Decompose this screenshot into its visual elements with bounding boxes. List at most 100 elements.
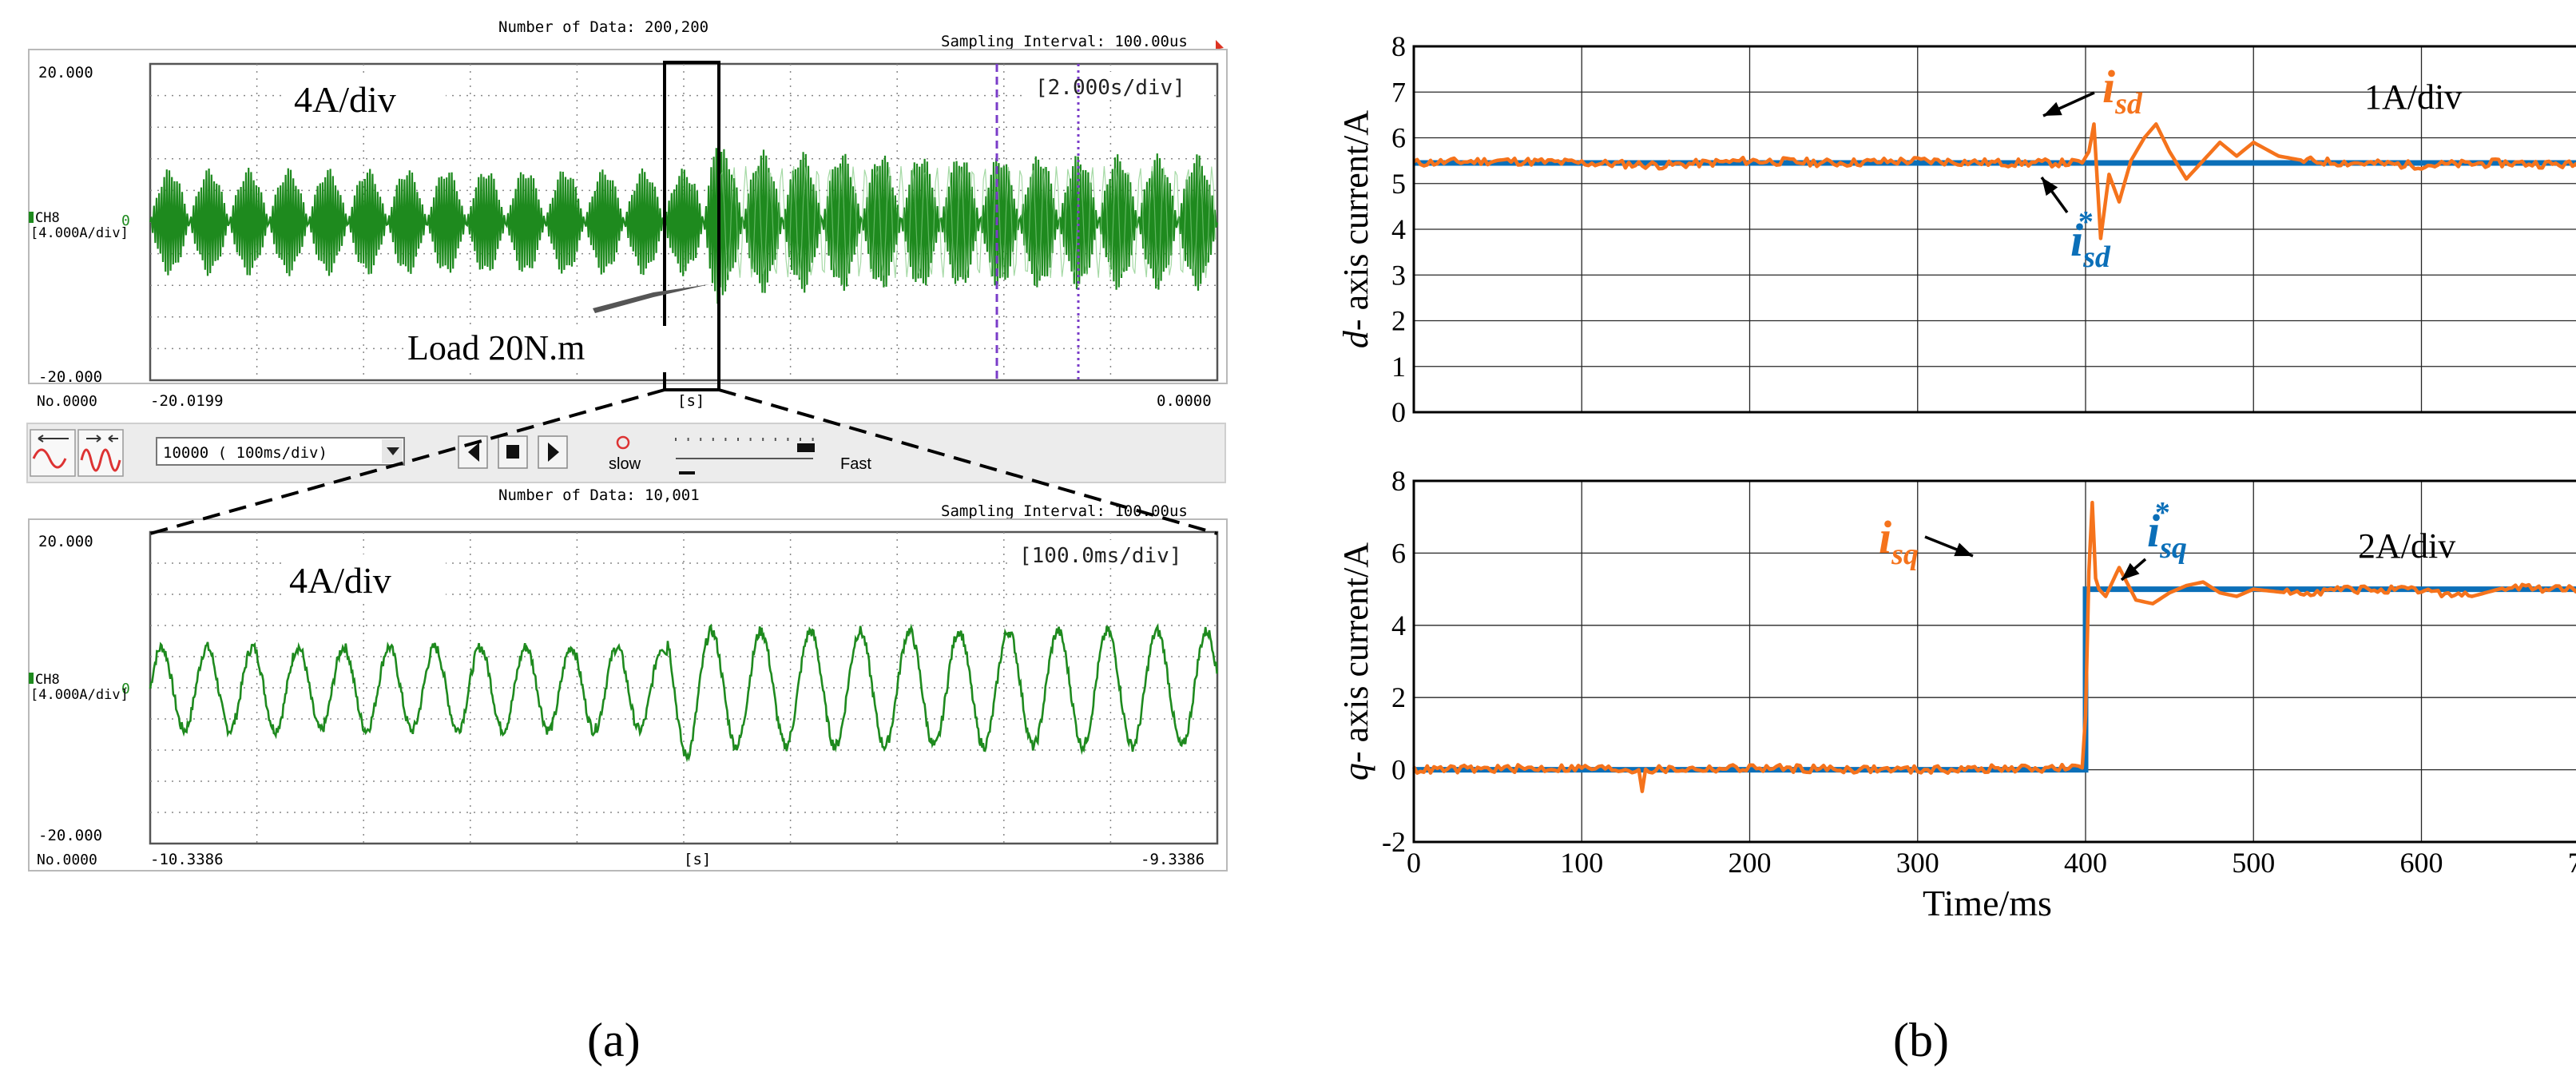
load-annotation-box xyxy=(403,326,671,372)
top-ymin-label: -20.000 xyxy=(38,368,102,386)
top-x-unit: [s] xyxy=(677,392,705,410)
speed-slider-thumb[interactable] xyxy=(797,443,815,452)
annotation-label: isq* xyxy=(2147,496,2187,565)
div-label: 2A/div xyxy=(2358,526,2455,566)
sine-icon-2 xyxy=(80,448,121,472)
chevron-down-icon xyxy=(387,447,399,455)
y-tick-label: 2 xyxy=(1391,305,1406,337)
y-tick-label: 8 xyxy=(1391,465,1406,497)
bottom-ymax-label: 20.000 xyxy=(38,533,93,550)
load-arrow-icon xyxy=(593,284,709,313)
y-tick-label: 4 xyxy=(1391,609,1406,641)
waveform-mode-button-1[interactable] xyxy=(30,429,76,477)
fast-label: Fast xyxy=(840,455,871,473)
d-axis-plot: 0 1 2 3 4 5 6 7 8 d- axis current/A 1A/div isd isd* xyxy=(1336,30,2576,428)
bottom-channel-marker-icon xyxy=(29,673,34,684)
q-axis-plot: -2024680100200300400500600700800q- axis … xyxy=(1336,465,2576,879)
top-no-label: No.0000 xyxy=(37,393,97,410)
bottom-x-start: -10.3386 xyxy=(150,851,224,868)
y-tick-label: 6 xyxy=(1391,122,1406,154)
top-amp-div: 4A/div xyxy=(294,79,396,120)
bottom-zero-label: 0 xyxy=(121,681,130,697)
timebase-select[interactable] xyxy=(156,437,405,466)
play-forward-icon xyxy=(548,443,559,462)
slow-label: slow xyxy=(609,455,641,473)
y-tick-label: -2 xyxy=(1382,826,1406,858)
bottom-amp-div-box xyxy=(281,554,446,602)
y-tick-label: 0 xyxy=(1391,396,1406,428)
series-line-measured xyxy=(1412,500,2576,793)
top-channel-scale: [4.000A/div] xyxy=(30,225,129,241)
bottom-time-div-box xyxy=(1013,540,1214,567)
bottom-ymin-label: -20.000 xyxy=(38,827,102,844)
y-tick-label: 3 xyxy=(1391,259,1406,291)
top-sampling-interval: Sampling Interval: 100.00us xyxy=(941,33,1188,50)
play-backward-icon xyxy=(468,443,479,462)
annotation-arrowhead-icon xyxy=(2043,101,2062,116)
annotation-label: isd xyxy=(2102,61,2143,121)
bottom-channel-scale: [4.000A/div] xyxy=(30,687,129,703)
caption-a: (a) xyxy=(587,1014,641,1066)
load-annotation: Load 20N.m xyxy=(407,328,585,367)
x-tick-label: 600 xyxy=(2400,847,2443,879)
bottom-channel-name: CH8 xyxy=(35,672,60,688)
y-tick-label: 5 xyxy=(1391,168,1406,200)
bottom-time-div: [100.0ms/div] xyxy=(1019,544,1182,568)
bottom-no-label: No.0000 xyxy=(37,852,97,868)
x-tick-label: 400 xyxy=(2064,847,2107,879)
corner-marker-icon xyxy=(1216,40,1224,50)
y-tick-label: 4 xyxy=(1391,213,1406,245)
y-tick-label: 0 xyxy=(1391,754,1406,786)
y-axis-title: d- axis current/A xyxy=(1336,110,1375,348)
y-axis-title: q- axis current/A xyxy=(1336,542,1375,780)
waveform-mode-button-2[interactable] xyxy=(77,429,124,477)
top-channel-name: CH8 xyxy=(35,210,60,226)
y-tick-label: 8 xyxy=(1391,30,1406,62)
top-number-of-data: Number of Data: 200,200 xyxy=(498,18,708,36)
top-ymax-label: 20.000 xyxy=(38,64,93,81)
top-amp-div-box xyxy=(281,75,446,125)
plot-frame xyxy=(1412,479,2576,844)
annotation-arrowhead-icon xyxy=(1954,542,1973,557)
plot-background xyxy=(1414,481,2576,842)
speed-slider-ticks xyxy=(675,438,814,441)
annotation-label: isd* xyxy=(2070,205,2111,274)
top-x-end: 0.0000 xyxy=(1157,392,1212,410)
y-tick-label: 2 xyxy=(1391,681,1406,713)
stop-icon xyxy=(506,445,519,459)
y-tick-label: 7 xyxy=(1391,76,1406,108)
annotation-label: isq xyxy=(1879,511,1919,571)
bottom-x-end: -9.3386 xyxy=(1141,851,1205,868)
zoom-connector-right xyxy=(718,388,1218,535)
x-tick-label: 100 xyxy=(1560,847,1603,879)
zoom-connector-left xyxy=(149,388,665,535)
x-axis-title: Time/ms xyxy=(1923,883,2052,923)
speed-marker-icon xyxy=(616,435,630,450)
bottom-sampling-interval: Sampling Interval: 100.00us xyxy=(941,502,1188,520)
annotation-arrowhead-icon xyxy=(2122,562,2140,580)
bottom-scope-waveform xyxy=(149,622,1218,763)
sine-icon-1 xyxy=(32,448,67,469)
plot-frame xyxy=(1412,45,2576,414)
arrow-compress-icon xyxy=(86,435,118,443)
bottom-number-of-data: Number of Data: 10,001 xyxy=(498,486,700,504)
bottom-x-unit: [s] xyxy=(684,851,711,868)
bottom-amp-div: 4A/div xyxy=(289,560,391,601)
top-time-div-box xyxy=(1024,72,1214,99)
arrow-left-right-icon xyxy=(38,435,69,443)
x-tick-label: 300 xyxy=(1896,847,1939,879)
top-scope-waveform xyxy=(149,148,1219,304)
bottom-waveform-trace xyxy=(149,622,1218,763)
y-tick-label: 6 xyxy=(1391,537,1406,569)
series-line-measured xyxy=(1412,122,2576,240)
y-tick-label: 1 xyxy=(1391,351,1406,383)
x-tick-label: 200 xyxy=(1729,847,1772,879)
x-tick-label: 500 xyxy=(2232,847,2275,879)
x-tick-label: 0 xyxy=(1407,847,1421,879)
top-x-start: -20.0199 xyxy=(150,392,224,410)
panel-a-oscilloscope: Number of Data: 200,200 Sampling Interva… xyxy=(26,18,1228,1066)
zoom-selection-box xyxy=(663,61,720,391)
top-channel-marker-icon xyxy=(29,212,34,223)
